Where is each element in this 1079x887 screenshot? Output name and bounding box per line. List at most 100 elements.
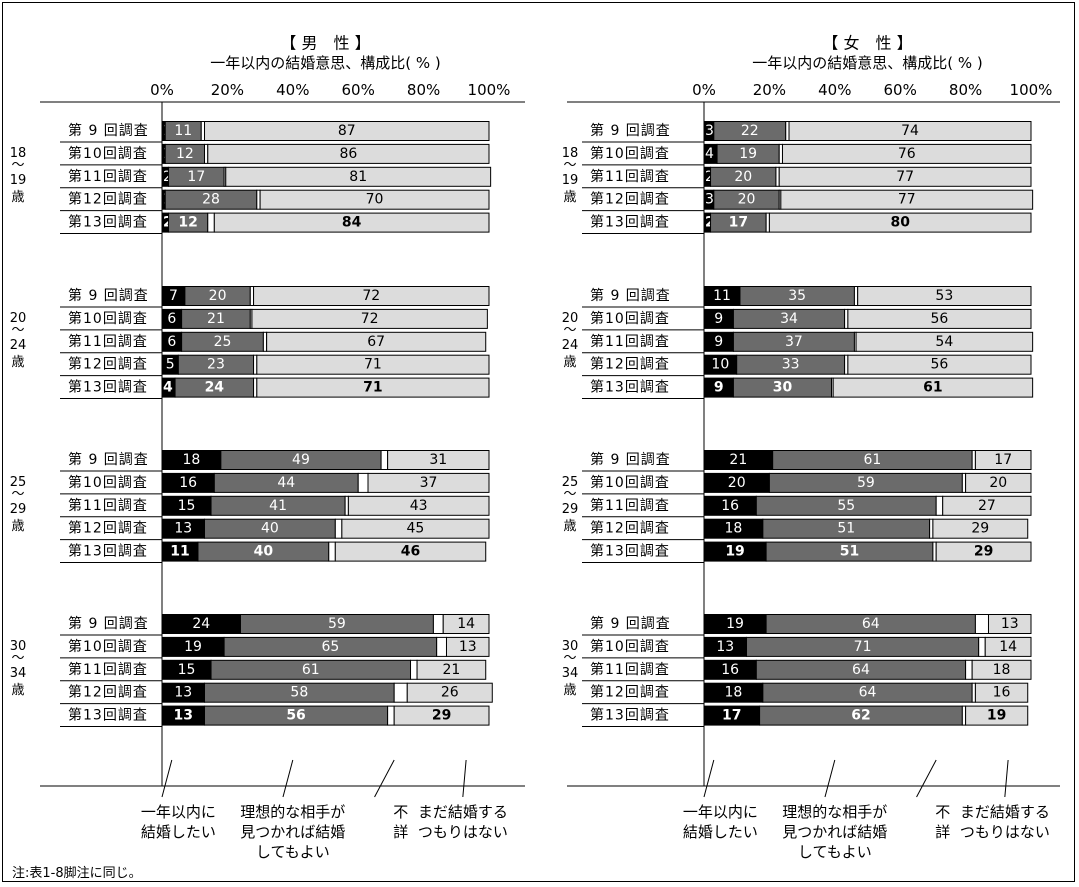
age-group-label: 25	[10, 475, 27, 490]
bar-segment	[204, 121, 490, 141]
data-label: 2	[163, 215, 173, 231]
data-label: 24	[205, 380, 225, 396]
data-label: 44	[277, 475, 295, 491]
data-label: 19	[725, 544, 744, 560]
age-group-label: 〜	[11, 158, 24, 173]
bar-segment	[207, 143, 490, 164]
data-label: 15	[178, 498, 196, 514]
x-tick-label: 0%	[692, 81, 716, 99]
age-group-label: 19	[562, 173, 579, 188]
data-label: 13	[716, 639, 734, 655]
survey-label: 第13回調査	[590, 379, 670, 396]
data-label: 76	[898, 146, 916, 162]
bar-segment	[942, 495, 1032, 516]
data-label: 25	[214, 334, 232, 350]
survey-label: 第12回調査	[68, 520, 148, 537]
data-label: 40	[261, 521, 279, 537]
legend-label: つもりはない	[960, 823, 1050, 841]
bar-segment	[334, 518, 343, 539]
survey-label: 第 9 回調査	[68, 451, 149, 468]
legend-label: 見つかれば結婚	[782, 823, 887, 841]
legend-leader-line	[703, 759, 715, 798]
data-label: 13	[174, 521, 192, 537]
bar-segment	[984, 636, 1032, 657]
data-label: 71	[364, 357, 382, 373]
legend-label: 結婚したい	[683, 823, 758, 841]
data-label: 9	[714, 380, 724, 396]
survey-label: 第10回調査	[590, 638, 670, 655]
data-label: 59	[857, 475, 875, 491]
x-tick-label: 100%	[468, 81, 511, 99]
survey-label: 第11回調査	[68, 661, 148, 678]
x-tick-label: 40%	[276, 81, 309, 99]
data-label: 62	[851, 708, 870, 724]
survey-label: 第11回調査	[590, 661, 670, 678]
bar-segment	[393, 682, 408, 703]
data-label: 65	[321, 639, 339, 655]
legend-label: 詳	[935, 823, 950, 841]
data-label: 22	[741, 123, 759, 139]
x-tick-label: 20%	[211, 81, 244, 99]
legend-label: 不	[935, 803, 950, 821]
data-label: 29	[971, 521, 989, 537]
bar-segment	[213, 212, 490, 233]
data-label: 64	[862, 616, 880, 632]
bar-segment	[207, 212, 215, 233]
bar-segment	[974, 450, 1032, 470]
legend-label: まだ結婚する	[418, 803, 508, 821]
survey-label: 第 9 回調査	[68, 122, 149, 139]
data-label: 20	[734, 169, 752, 185]
legend-label: 理想的な相手が	[782, 803, 887, 821]
data-label: 19	[726, 616, 744, 632]
data-label: 16	[721, 662, 739, 678]
data-label: 18	[725, 685, 743, 701]
data-label: 21	[729, 452, 747, 468]
bar-segment	[432, 614, 444, 634]
legend-leader-line	[374, 759, 395, 798]
data-label: 28	[202, 192, 220, 208]
data-label: 56	[931, 311, 949, 327]
data-label: 7	[169, 288, 178, 304]
age-group-label: 〜	[563, 651, 576, 666]
data-label: 16	[993, 685, 1011, 701]
data-label: 54	[935, 334, 953, 350]
survey-label: 第13回調査	[68, 543, 148, 560]
data-label: 56	[931, 357, 949, 373]
bar-segment	[974, 682, 1029, 703]
survey-label: 第 9 回調査	[68, 615, 149, 632]
data-label: 24	[192, 616, 210, 632]
bar-segment	[251, 308, 488, 329]
data-label: 18	[993, 662, 1011, 678]
age-group-label: 20	[10, 311, 27, 326]
survey-label: 第11回調査	[68, 497, 148, 514]
bar-segment	[334, 541, 487, 562]
bar-segment	[380, 450, 389, 470]
data-label: 46	[401, 544, 420, 560]
data-label: 45	[407, 521, 425, 537]
age-group-label: 歳	[11, 683, 24, 698]
data-label: 19	[739, 146, 757, 162]
data-label: 64	[852, 662, 870, 678]
chart-subtitle: 一年以内の結婚意思、構成比( % )	[210, 54, 441, 72]
survey-label: 第11回調査	[590, 497, 670, 514]
data-label: 20	[728, 475, 746, 491]
data-label: 64	[859, 685, 877, 701]
survey-label: 第13回調査	[68, 214, 148, 231]
bar-segment	[778, 166, 1032, 187]
data-label: 3	[705, 123, 714, 139]
data-label: 13	[1001, 616, 1019, 632]
data-label: 37	[420, 475, 438, 491]
data-label: 51	[837, 521, 855, 537]
bar-segment	[253, 286, 490, 306]
data-label: 9	[714, 334, 723, 350]
data-label: 5	[166, 357, 175, 373]
bar-segment	[341, 518, 490, 539]
data-label: 53	[935, 288, 953, 304]
legend-leader-line	[916, 759, 937, 798]
legend-label: まだ結婚する	[960, 803, 1050, 821]
bar-segment	[987, 614, 1032, 634]
bar-segment	[442, 614, 490, 634]
data-label: 6	[167, 334, 176, 350]
bar-segment	[256, 377, 490, 398]
